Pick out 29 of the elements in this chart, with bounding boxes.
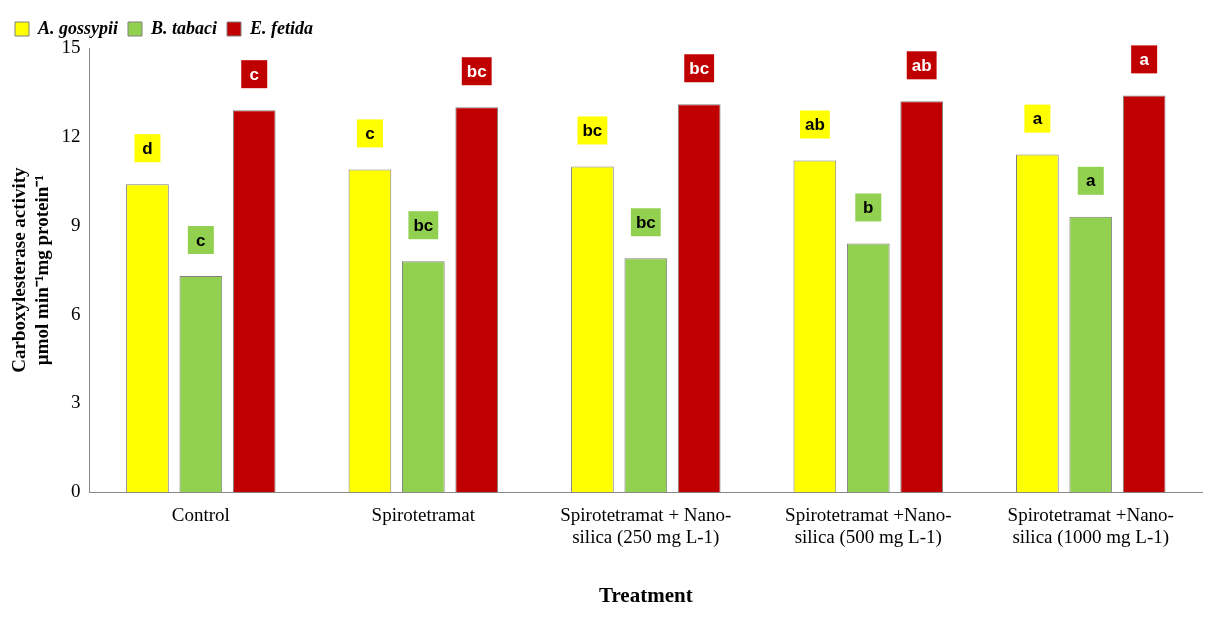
data-label: a [1139,50,1150,70]
data-label: ab [911,55,932,75]
y-tick-label: 9 [71,213,81,235]
data-label: a [1032,109,1043,129]
data-label: bc [466,61,487,81]
data-label: bc [413,215,434,235]
x-tick-label: Spirotetramat [371,503,476,525]
data-label: ab [804,115,825,135]
y-tick-label: 12 [61,124,81,146]
data-label: b [863,198,874,218]
data-label: d [142,138,153,158]
y-tick-label: 6 [71,302,81,324]
data-label: a [1086,171,1097,191]
x-tick-label: Spirotetramat +Nano- silica (1000 mg L-1) [1007,503,1174,549]
data-label: bc [582,121,603,141]
x-tick-label: Spirotetramat +Nano- silica (500 mg L-1) [785,503,952,549]
data-label: c [249,64,259,84]
x-tick-label: Control [171,503,230,525]
data-label: c [196,230,206,250]
y-axis-title: Carboxylesterase activity µmol min⁻¹mg protein⁻¹ [8,166,53,373]
legend-label: B. tabaci [150,17,218,38]
y-tick-label: 3 [71,391,81,413]
y-tick-label: 0 [71,480,81,502]
data-label: bc [689,58,710,78]
data-label: bc [635,212,656,232]
legend-label: E. fetida [249,17,313,38]
x-axis-title: Treatment [598,582,693,607]
data-label: c [365,124,375,144]
x-tick-label: Spirotetramat + Nano- silica (250 mg L-1) [560,503,732,549]
